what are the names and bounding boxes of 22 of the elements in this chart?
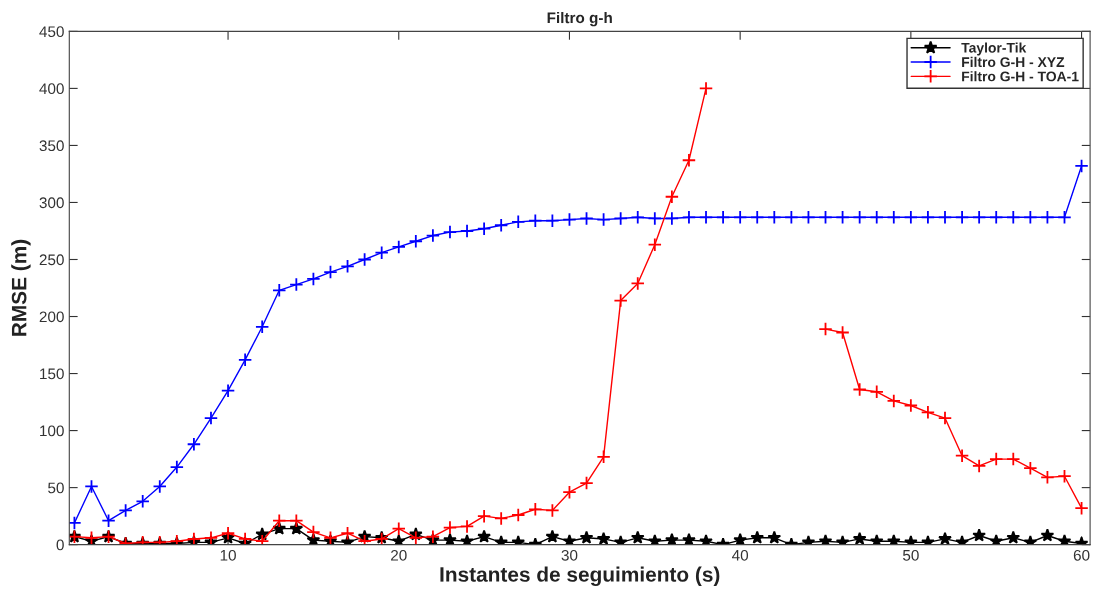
x-tick-label: 30	[561, 549, 578, 561]
y-axis-title: RMSE (m)	[11, 239, 31, 336]
y-tick-label: 150	[40, 368, 64, 380]
x-tick-label: 50	[902, 549, 919, 561]
legend-label: Taylor-Tik	[961, 42, 1027, 56]
x-tick-label: 20	[391, 549, 407, 561]
y-tick-label: 250	[39, 254, 64, 266]
y-tick-label: 0	[56, 539, 64, 551]
legend-label: Filtro G-H - TOA-1	[962, 71, 1079, 82]
x-tick-label: 60	[1073, 549, 1090, 561]
x-tick-label: 40	[732, 549, 749, 561]
y-tick-label: 450	[39, 26, 64, 38]
y-tick-label: 350	[39, 140, 64, 152]
y-tick-label: 100	[40, 425, 64, 437]
y-tick-label: 300	[39, 197, 64, 209]
y-tick-label: 50	[48, 482, 64, 494]
chart-title: Filtro g-h	[547, 11, 612, 27]
x-tick-label: 10	[220, 549, 236, 561]
y-tick-label: 400	[39, 83, 64, 95]
legend-label: Filtro G-H - XYZ	[962, 56, 1065, 68]
x-axis-title: Instantes de seguimiento (s)	[440, 566, 720, 587]
y-tick-label: 200	[39, 311, 64, 323]
